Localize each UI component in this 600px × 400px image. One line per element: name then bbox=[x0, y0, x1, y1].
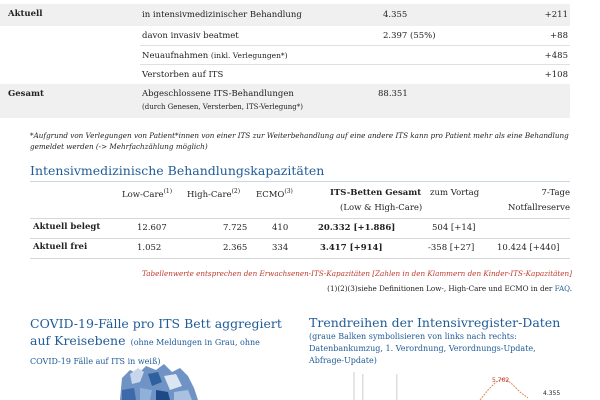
row-value: 88.351 bbox=[378, 89, 408, 99]
cell-low: 1.052 bbox=[137, 243, 162, 253]
row-change: +108 bbox=[544, 70, 568, 80]
germany-map[interactable] bbox=[100, 360, 210, 400]
capacity-note-definitions: (1)(2)(3)siehe Definitionen Low-, High-C… bbox=[327, 284, 572, 293]
header-low-care: Low-Care(1) bbox=[122, 188, 173, 200]
map-region[interactable] bbox=[174, 390, 192, 400]
row-value: 4.355 bbox=[383, 10, 408, 20]
chart-label-current: 4.355 bbox=[543, 390, 560, 397]
row-desc: Verstorben auf ITS bbox=[142, 70, 224, 80]
marker-bar bbox=[396, 374, 398, 400]
title-rule bbox=[30, 181, 570, 182]
row-desc-line2: (durch Genesen, Versterben, ITS-Verlegun… bbox=[142, 103, 304, 111]
header-its-sub: (Low & High-Care) bbox=[340, 203, 423, 213]
row-change: +88 bbox=[550, 31, 568, 41]
row-label-aktuell: Aktuell bbox=[8, 9, 43, 19]
row-divider bbox=[140, 64, 570, 65]
cell-reserve: 10.424 [+440] bbox=[497, 243, 560, 253]
map-section-header: COVID-19-Fälle pro ITS Bett aggregiert a… bbox=[30, 315, 290, 370]
map-region[interactable] bbox=[156, 390, 170, 400]
map-region[interactable] bbox=[164, 374, 182, 390]
row-change: +211 bbox=[544, 10, 568, 20]
cell-ecmo: 410 bbox=[272, 223, 289, 233]
row-bg bbox=[0, 84, 570, 118]
row-desc: Neuaufnahmen (inkl. Verlegungen*) bbox=[142, 51, 288, 61]
map-subtitle: (ohne Meldungen in Grau, ohne COVID-19 F… bbox=[30, 338, 260, 366]
cell-ecmo: 334 bbox=[272, 243, 289, 253]
trend-title: Trendreihen der Intensivregister-Daten bbox=[309, 315, 561, 330]
cell-vortag: 504 [+14] bbox=[432, 223, 476, 233]
cell-high: 2.365 bbox=[223, 243, 248, 253]
header-ecmo: ECMO(3) bbox=[256, 188, 293, 200]
row-desc-main: Neuaufnahmen bbox=[142, 51, 209, 61]
header-reserve-sub: Notfallreserve bbox=[507, 203, 570, 213]
row-divider bbox=[30, 218, 570, 219]
header-reserve: 7-Tage bbox=[541, 188, 570, 198]
footnote: *Aufgrund von Verlegungen von Patient*in… bbox=[30, 131, 569, 151]
row-desc: davon invasiv beatmet bbox=[142, 31, 239, 41]
map-region[interactable] bbox=[148, 372, 162, 386]
row-bg bbox=[0, 4, 570, 26]
cell-its: 20.332 [+1.886] bbox=[318, 223, 396, 233]
cell-low: 12.607 bbox=[137, 223, 167, 233]
definitions-text: (1)(2)(3)siehe Definitionen Low-, High-C… bbox=[327, 284, 553, 293]
row-label-belegt: Aktuell belegt bbox=[33, 222, 101, 232]
row-divider bbox=[140, 45, 570, 46]
capacity-note-red: Tabellenwerte entsprechen den Erwachsene… bbox=[142, 269, 572, 278]
map-region[interactable] bbox=[140, 388, 152, 400]
row-divider bbox=[30, 258, 570, 259]
faq-link[interactable]: FAQ bbox=[554, 284, 570, 293]
map-title: COVID-19-Fälle pro ITS Bett aggregiert a… bbox=[30, 316, 282, 348]
capacity-title: Intensivmedizinische Behandlungskapazitä… bbox=[30, 163, 325, 178]
trend-subtitle: (graue Balken symbolisieren von links na… bbox=[309, 332, 536, 365]
marker-bar bbox=[362, 374, 364, 400]
map-region[interactable] bbox=[130, 368, 144, 384]
trend-chart: 5.762 4.355 bbox=[353, 372, 560, 400]
row-desc: Abgeschlossene ITS-Behandlungen bbox=[142, 89, 294, 99]
header-its-total: ITS-Betten Gesamt bbox=[330, 188, 422, 198]
header-high-care: High-Care(2) bbox=[187, 188, 241, 200]
cell-vortag: -358 [+27] bbox=[428, 243, 475, 253]
row-label-gesamt: Gesamt bbox=[8, 89, 44, 99]
row-divider bbox=[30, 238, 570, 239]
row-value: 2.397 (55%) bbox=[383, 31, 436, 41]
cell-high: 7.725 bbox=[223, 223, 248, 233]
chart-label-peak: 5.762 bbox=[492, 377, 509, 384]
cell-its: 3.417 [+914] bbox=[320, 243, 383, 253]
row-change: +485 bbox=[544, 51, 568, 61]
map-region[interactable] bbox=[122, 388, 136, 400]
row-desc: in intensivmedizinischer Behandlung bbox=[142, 10, 302, 20]
trend-line bbox=[479, 377, 529, 400]
header-vortag: zum Vortag bbox=[430, 188, 480, 198]
row-desc-small: (inkl. Verlegungen*) bbox=[210, 51, 288, 60]
row-label-frei: Aktuell frei bbox=[33, 242, 88, 252]
